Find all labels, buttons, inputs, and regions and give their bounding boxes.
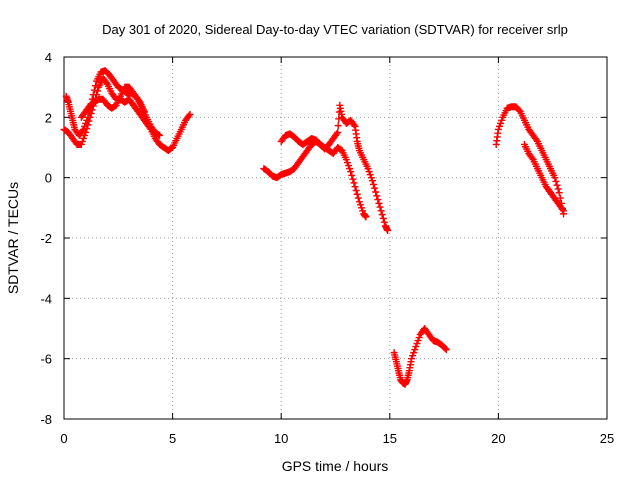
y-tick-label: -2 — [40, 231, 52, 246]
data-point — [374, 196, 382, 204]
data-point — [380, 218, 388, 226]
data-point — [553, 181, 561, 189]
x-tick-label: 10 — [274, 431, 288, 446]
y-tick-label: -8 — [40, 412, 52, 427]
data-point — [368, 177, 376, 185]
data-point — [354, 194, 362, 202]
data-point — [333, 130, 341, 138]
data-point — [84, 113, 92, 121]
data-point — [91, 82, 99, 90]
axis-ticks: 0 5 10 15 20 25 -8 -6 -4 -2 0 2 4 — [40, 50, 614, 446]
data-point — [349, 175, 357, 183]
data-point — [89, 91, 97, 99]
data-point — [352, 186, 360, 194]
data-point — [350, 121, 358, 129]
y-tick-label: -4 — [40, 291, 52, 306]
data-point — [102, 79, 110, 87]
data-point — [353, 190, 361, 198]
data-point — [154, 131, 162, 139]
x-tick-label: 20 — [491, 431, 505, 446]
data-point — [351, 183, 359, 191]
data-point — [186, 110, 194, 118]
data-point — [185, 112, 193, 120]
x-tick-label: 0 — [60, 431, 67, 446]
y-tick-label: 2 — [45, 110, 52, 125]
data-point — [377, 207, 385, 215]
y-tick-label: 4 — [45, 50, 52, 65]
data-point — [379, 214, 387, 222]
x-axis-label: GPS time / hours — [282, 458, 389, 474]
data-point — [78, 127, 86, 135]
data-point — [373, 192, 381, 200]
data-point — [376, 203, 384, 211]
data-point — [560, 207, 568, 215]
x-tick-label: 25 — [600, 431, 614, 446]
y-tick-label: 0 — [45, 171, 52, 186]
data-point — [555, 189, 563, 197]
data-point — [347, 168, 355, 176]
data-point — [94, 87, 102, 95]
data-point — [371, 184, 379, 192]
data-point — [441, 344, 449, 352]
data-point — [334, 122, 342, 130]
data-point — [442, 346, 450, 354]
x-tick-label: 15 — [383, 431, 397, 446]
series-arc-4a — [492, 103, 568, 218]
data-point — [372, 188, 380, 196]
y-tick-label: -6 — [40, 352, 52, 367]
data-point — [551, 174, 559, 182]
data-point — [528, 154, 536, 162]
data-point — [370, 180, 378, 188]
data-point — [156, 131, 164, 139]
data-point — [558, 205, 566, 213]
data-point — [350, 179, 358, 187]
grid — [64, 57, 607, 419]
data-point — [532, 136, 540, 144]
series-arc-2a — [260, 137, 370, 221]
data-point — [378, 211, 386, 219]
x-tick-label: 5 — [169, 431, 176, 446]
data-point — [375, 199, 383, 207]
series-arc-1c — [77, 83, 164, 139]
data-point — [554, 185, 562, 193]
data-points — [60, 67, 568, 388]
data-point — [384, 226, 392, 234]
data-point — [90, 86, 98, 94]
data-point — [348, 171, 356, 179]
y-axis-label: SDTVAR / TECUs — [5, 182, 21, 294]
series-arc-2b — [277, 101, 392, 234]
data-point — [552, 177, 560, 185]
series-arc-3 — [390, 325, 450, 388]
data-point — [362, 213, 370, 221]
data-point — [556, 194, 564, 202]
data-point — [133, 94, 141, 102]
series-arc-4b — [520, 140, 568, 215]
data-point — [334, 128, 342, 136]
chart-title: Day 301 of 2020, Sidereal Day-to-day VTE… — [102, 22, 568, 37]
